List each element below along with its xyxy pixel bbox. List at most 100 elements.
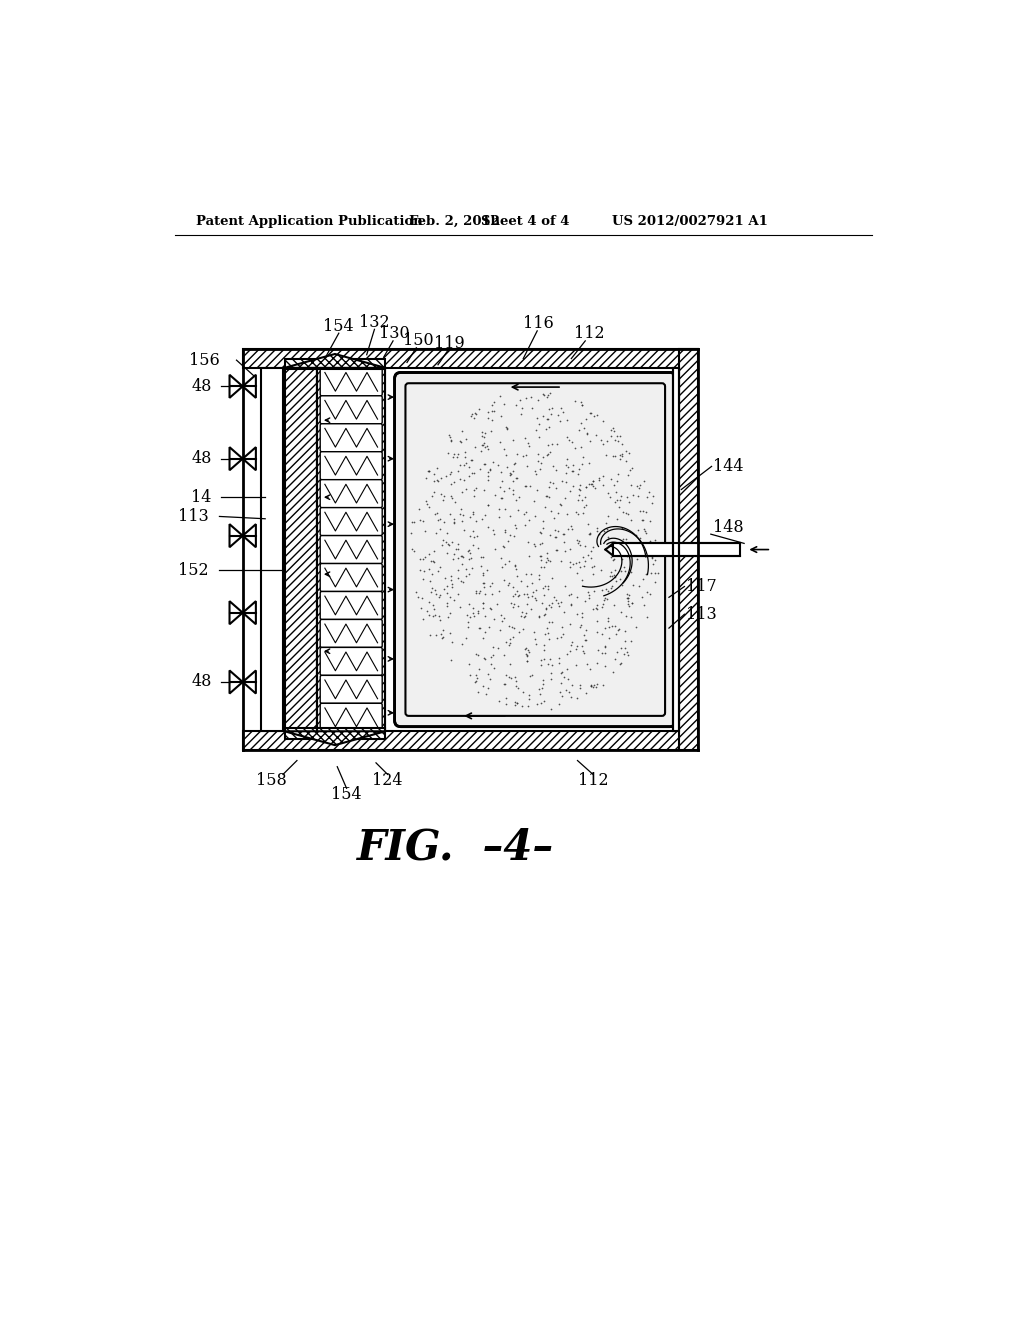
Point (570, 503, 587, 524)
Point (641, 510, 657, 531)
Point (569, 463, 586, 484)
Point (465, 535, 481, 556)
Point (541, 594, 557, 615)
Point (496, 480, 512, 502)
Point (429, 502, 445, 523)
Point (553, 591, 569, 612)
Point (445, 512, 462, 533)
Point (572, 677, 589, 698)
Point (482, 668, 499, 689)
Point (531, 606, 548, 627)
Point (508, 517, 524, 539)
Point (406, 512, 422, 533)
Point (647, 544, 664, 565)
Point (483, 573, 500, 594)
FancyBboxPatch shape (321, 564, 382, 591)
Point (507, 554, 523, 576)
Point (553, 663, 569, 684)
Point (648, 544, 665, 565)
Point (606, 648, 623, 669)
Polygon shape (243, 447, 256, 470)
Point (588, 478, 604, 499)
Point (480, 408, 497, 429)
Point (539, 387, 555, 408)
Point (485, 392, 502, 413)
Point (546, 508, 562, 529)
Point (455, 572, 471, 593)
Point (586, 675, 602, 696)
Point (527, 587, 544, 609)
Point (594, 623, 610, 644)
Point (503, 593, 519, 614)
Point (634, 540, 650, 561)
Point (462, 543, 478, 564)
Point (497, 673, 513, 694)
Point (579, 494, 595, 515)
Point (599, 430, 615, 451)
Text: 116: 116 (523, 315, 554, 333)
Point (497, 393, 513, 414)
Point (614, 444, 631, 465)
Point (440, 533, 457, 554)
Point (536, 640, 552, 661)
Point (511, 622, 527, 643)
Point (624, 510, 640, 531)
Point (443, 532, 460, 553)
Point (480, 470, 497, 491)
Point (532, 655, 549, 676)
Point (606, 446, 623, 467)
Point (530, 426, 547, 447)
Point (450, 548, 466, 569)
Point (498, 445, 514, 466)
Point (616, 638, 633, 659)
Point (502, 628, 518, 649)
Text: 113: 113 (178, 508, 209, 525)
Text: 144: 144 (713, 458, 743, 475)
Point (607, 482, 624, 503)
Point (541, 399, 557, 420)
Point (556, 532, 572, 553)
Point (594, 643, 610, 664)
Point (589, 652, 605, 673)
Point (468, 582, 484, 603)
Point (420, 461, 436, 482)
Point (447, 491, 464, 512)
Point (585, 676, 601, 697)
Point (574, 395, 591, 416)
Point (605, 564, 622, 585)
Point (600, 506, 616, 527)
Point (479, 494, 496, 515)
Bar (285, 359, 385, 370)
Point (623, 474, 639, 495)
Point (622, 459, 638, 480)
Point (484, 409, 501, 430)
Point (510, 595, 526, 616)
Point (621, 595, 637, 616)
Point (614, 549, 631, 570)
Point (572, 557, 589, 578)
Point (450, 558, 466, 579)
Point (462, 607, 478, 628)
Point (518, 502, 535, 523)
Point (542, 471, 558, 492)
Point (615, 528, 632, 549)
Point (493, 605, 509, 626)
Point (509, 467, 525, 488)
Point (598, 578, 614, 599)
Point (556, 667, 572, 688)
Point (618, 545, 635, 566)
Point (624, 562, 640, 583)
Point (534, 549, 550, 570)
Point (468, 643, 484, 664)
Point (485, 644, 502, 665)
Point (467, 581, 483, 602)
Point (465, 521, 481, 543)
Point (427, 605, 443, 626)
Point (490, 638, 507, 659)
Point (512, 404, 528, 425)
Point (637, 564, 653, 585)
Point (429, 470, 445, 491)
Point (508, 467, 524, 488)
Point (589, 517, 605, 539)
Point (527, 420, 544, 441)
